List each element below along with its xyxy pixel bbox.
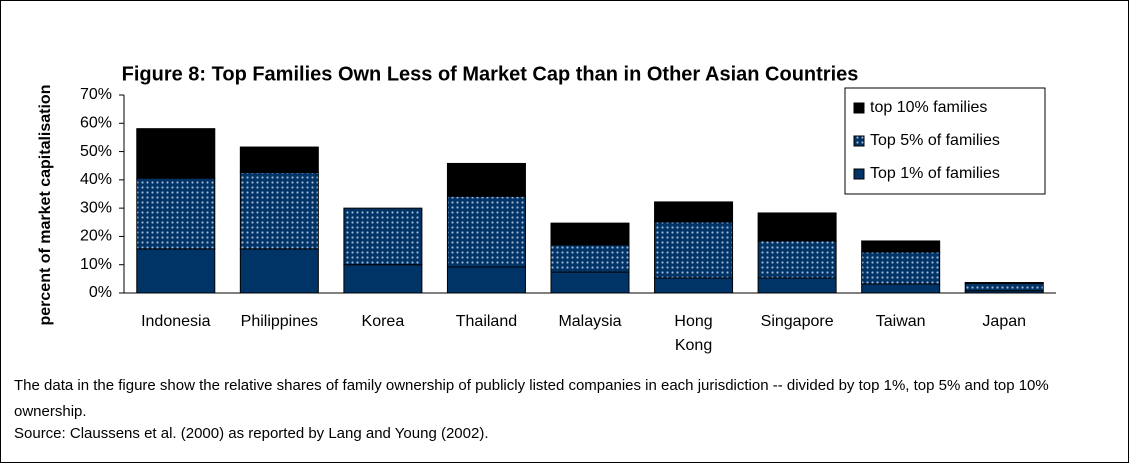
- x-tick-label: Singapore: [760, 313, 834, 330]
- legend-label: Top 1% of families: [870, 165, 1000, 182]
- y-tick-label: 20%: [80, 228, 112, 245]
- bar-segment: [550, 244, 630, 273]
- legend-label: Top 5% of families: [870, 132, 1000, 149]
- x-tick-label: Philippines: [240, 313, 319, 330]
- y-axis-title: percent of market capitalisation: [37, 85, 54, 326]
- bar-segment: [964, 282, 1044, 284]
- bar-segment: [861, 283, 941, 294]
- bar-segment: [757, 277, 837, 294]
- bar-segment: [343, 264, 423, 294]
- bar-segment: [654, 277, 734, 294]
- legend-swatch: [853, 102, 865, 114]
- bar-segment: [239, 248, 319, 294]
- bar-segment: [136, 128, 216, 179]
- bar-segment: [550, 222, 630, 246]
- bar-segment: [446, 266, 526, 294]
- bar-segment: [861, 251, 941, 285]
- y-tick-label: 40%: [80, 171, 112, 188]
- legend-swatch: [853, 135, 865, 147]
- bar-segment: [446, 162, 526, 197]
- y-tick-label: 10%: [80, 256, 112, 273]
- legend-label: top 10% families: [870, 99, 987, 116]
- x-tick-label: Malaysia: [558, 313, 622, 330]
- chart-title: Figure 8: Top Families Own Less of Marke…: [122, 63, 859, 85]
- bar-segment: [757, 212, 837, 242]
- y-tick-label: 0%: [89, 284, 112, 301]
- x-tick-label: Taiwan: [875, 313, 926, 330]
- bar-segment: [964, 282, 1044, 292]
- legend-swatch: [853, 168, 865, 180]
- bar-segment: [446, 195, 526, 268]
- y-tick-label: 60%: [80, 115, 112, 132]
- x-tick-label: Indonesia: [141, 313, 211, 330]
- bar-segment: [136, 248, 216, 294]
- x-tick-label: Hong Kong: [674, 313, 713, 354]
- source: Source: Claussens et al. (2000) as repor…: [14, 425, 489, 442]
- y-tick-label: 70%: [80, 86, 112, 103]
- x-tick-label: Korea: [361, 313, 405, 330]
- y-tick-label: 50%: [80, 143, 112, 160]
- caption: The data in the figure show the relative…: [14, 377, 1049, 420]
- bar-segment: [136, 177, 216, 250]
- x-tick-label: Thailand: [455, 313, 518, 330]
- bar-segment: [654, 201, 734, 223]
- bar-segment: [239, 172, 319, 250]
- x-tick-label: Japan: [982, 313, 1027, 330]
- bar-segment: [239, 146, 319, 174]
- y-tick-label: 30%: [80, 199, 112, 216]
- bar-segment: [550, 271, 630, 294]
- bar-segment: [343, 207, 423, 266]
- legend-box: [844, 87, 1046, 195]
- bar-segment: [861, 240, 941, 253]
- bar-segment: [654, 221, 734, 279]
- bar-segment: [757, 240, 837, 279]
